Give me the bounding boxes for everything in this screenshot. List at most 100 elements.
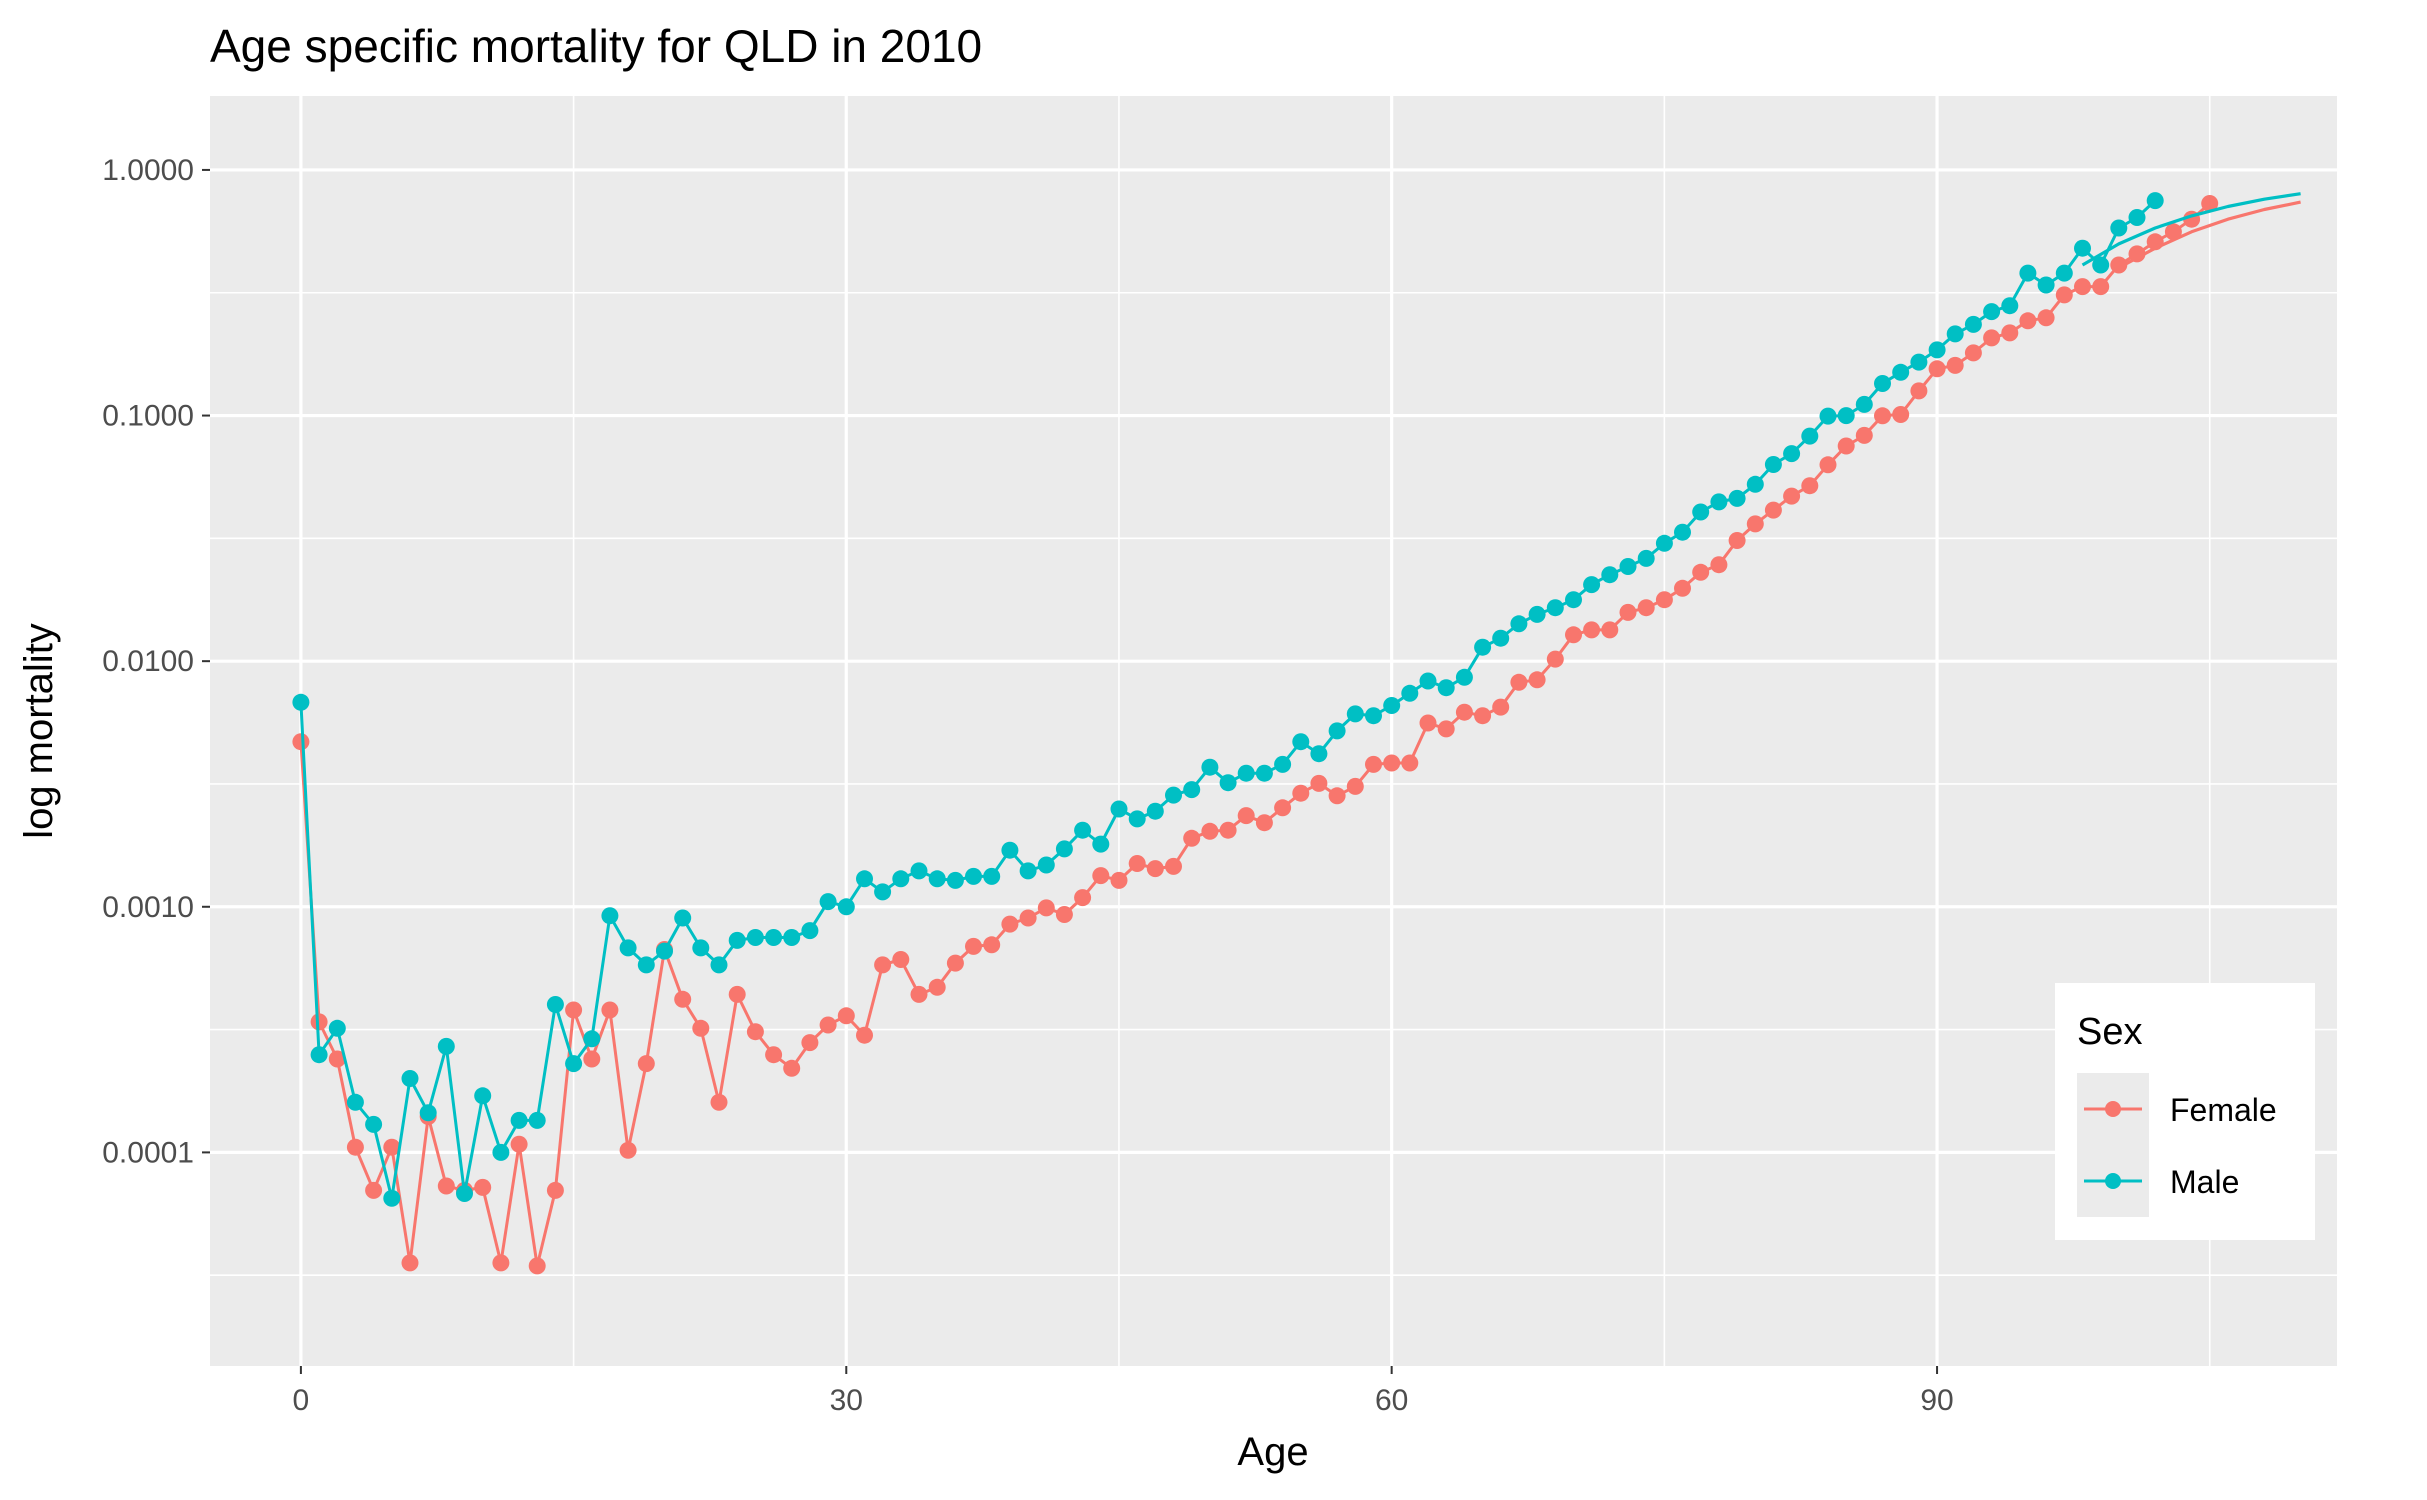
series-male-point [1183, 781, 1201, 799]
series-male-point [1383, 697, 1401, 714]
series-male-point [1001, 841, 1019, 859]
series-female-point [292, 733, 310, 751]
series-male-point [2019, 264, 2037, 282]
series-female-point [2146, 233, 2164, 251]
legend: Sex Female Male [2055, 983, 2315, 1240]
series-male-point [1037, 856, 1055, 874]
series-female-point [910, 985, 928, 1003]
x-axis-title: Age [1237, 1430, 1308, 1474]
series-female-point [2055, 286, 2073, 304]
minor-gridlines [210, 96, 2337, 1366]
series-male-point [510, 1111, 528, 1129]
series-female-point [1437, 720, 1455, 738]
series-male-point [619, 939, 637, 957]
series-male-point [528, 1111, 546, 1129]
series-female-point [1892, 406, 1910, 423]
series-male-point [456, 1185, 473, 1202]
series-female-point [383, 1138, 401, 1156]
series-male-point [674, 909, 692, 927]
series-male-point [1310, 745, 1328, 763]
series-female-point [1946, 356, 1964, 374]
series-male-point [2074, 239, 2091, 257]
series-female-point [1692, 563, 1710, 581]
series-male-point [728, 931, 746, 949]
series-female-point [1565, 626, 1582, 644]
y-tick-label: 0.0100 [102, 645, 194, 678]
series-male-point [1274, 755, 1292, 773]
series-male-point [1819, 407, 1837, 425]
series-female-point [1528, 671, 1546, 689]
series-male-point [1710, 493, 1728, 511]
series-female-point [801, 1034, 819, 1052]
series-male-point [601, 907, 619, 925]
series-male-point [365, 1115, 383, 1133]
series-male-point [946, 871, 964, 889]
series-female-point [1474, 707, 1492, 725]
series-male-point [1346, 705, 1364, 723]
series-male-point [856, 870, 873, 888]
series-female-point [1619, 603, 1637, 621]
series-female [292, 195, 2301, 1275]
series-male-point [1928, 341, 1946, 359]
series-male-point [1601, 566, 1619, 584]
series-male [292, 192, 2301, 1207]
series-male-point [1146, 802, 1164, 820]
series-female-point [674, 990, 692, 1008]
series-female-point [492, 1254, 510, 1272]
series-female-point [1837, 437, 1855, 455]
series-male-point [692, 939, 710, 957]
series-female-point [819, 1016, 837, 1034]
series-male-point [1292, 733, 1310, 751]
series-male-point [1946, 325, 1964, 343]
series-female-point [1219, 821, 1237, 839]
series-male-point [2037, 276, 2055, 294]
series-female-point [1583, 621, 1601, 639]
x-tick-label: 30 [830, 1384, 863, 1417]
series-male-point [892, 870, 910, 888]
series-female-point [1728, 532, 1746, 549]
series-female-point [2092, 278, 2110, 296]
series-male-point [419, 1104, 437, 1122]
series-female-point [1674, 579, 1691, 597]
series-female-point [874, 956, 892, 974]
series-male-point [546, 996, 564, 1013]
series-female-point [2128, 245, 2146, 263]
series-female-point [1383, 754, 1401, 772]
series-female-point [1419, 714, 1437, 732]
x-tick-label: 90 [1920, 1384, 1953, 1417]
series-female-point [619, 1141, 637, 1159]
series-female-point [692, 1019, 710, 1037]
series-male-point [1492, 629, 1510, 647]
series-female-point [1037, 899, 1055, 917]
series-male-point [1619, 558, 1637, 575]
series-female-point [1455, 703, 1473, 721]
series-male-point [1365, 707, 1382, 725]
series-female-point [510, 1135, 528, 1153]
chart-title: Age specific mortality for QLD in 2010 [210, 20, 982, 72]
series-female-point [1764, 501, 1782, 519]
series-female-point [1910, 382, 1928, 400]
series-female-point [1401, 754, 1419, 772]
series-male-point [965, 867, 982, 885]
series-male-point [1637, 549, 1655, 567]
series-male-point [310, 1046, 328, 1064]
series-female-point [1165, 857, 1182, 875]
series-male-point [801, 922, 819, 940]
series-female-point [728, 985, 746, 1003]
series-male-point [1528, 605, 1546, 623]
y-tick-label: 0.0010 [102, 891, 194, 924]
series-male-point [1892, 363, 1910, 381]
series-male-point [383, 1189, 401, 1207]
series-male-point [1128, 810, 1146, 828]
series-female-point [565, 1001, 583, 1019]
series-male-point [1783, 445, 1801, 463]
series-female-point [1128, 855, 1146, 872]
series-male-point [1401, 684, 1419, 702]
series-female-point [365, 1181, 383, 1199]
series-male-point [983, 867, 1001, 885]
series-female-point [583, 1050, 601, 1068]
series-female-point [1655, 591, 1673, 609]
series-male-point [1255, 764, 1273, 782]
x-tick-label: 0 [293, 1384, 310, 1417]
legend-key-male-dot [2105, 1173, 2121, 1189]
